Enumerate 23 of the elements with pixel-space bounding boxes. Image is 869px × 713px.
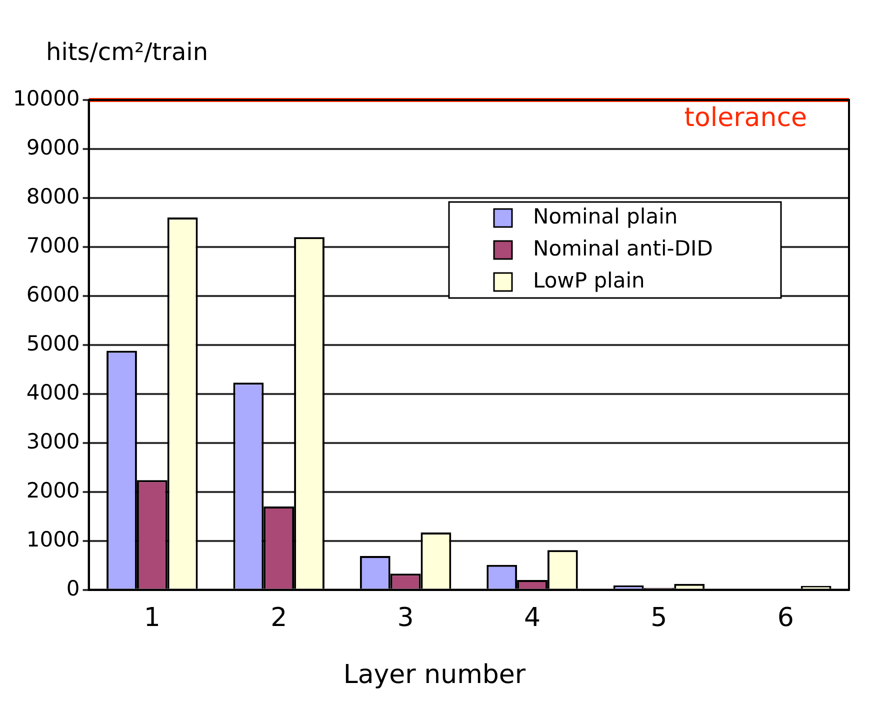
x-tick-label: 6 [777, 603, 794, 634]
y-tick-label: 0 [66, 576, 80, 600]
y-tick-label: 3000 [26, 429, 80, 454]
y-tick-label: 2000 [26, 478, 80, 502]
y-tick-label: 6000 [26, 282, 80, 306]
y-axis-title: hits/cm²/train [46, 38, 208, 66]
x-tick-label: 1 [144, 603, 160, 634]
y-tick-label: 9000 [26, 135, 80, 160]
y-tick-label: 8000 [26, 184, 80, 208]
legend-label: Nominal plain [533, 204, 678, 228]
x-tick-label: 3 [397, 603, 414, 634]
legend-label: Nominal anti-DID [533, 236, 713, 260]
y-tick-label: 7000 [26, 233, 80, 258]
x-tick-label: 2 [270, 603, 288, 634]
x-tick-label: 5 [650, 603, 668, 634]
y-tick-label: 5000 [26, 331, 80, 356]
legend-label: LowP plain [533, 268, 645, 292]
y-tick-label: 4000 [26, 380, 80, 404]
x-tick-label: 4 [524, 603, 541, 634]
ref-line-label: tolerance [684, 102, 807, 133]
x-axis-title: Layer number [342, 660, 527, 690]
y-tick-label: 10000 [12, 86, 80, 110]
y-tick-label: 1000 [26, 527, 80, 552]
